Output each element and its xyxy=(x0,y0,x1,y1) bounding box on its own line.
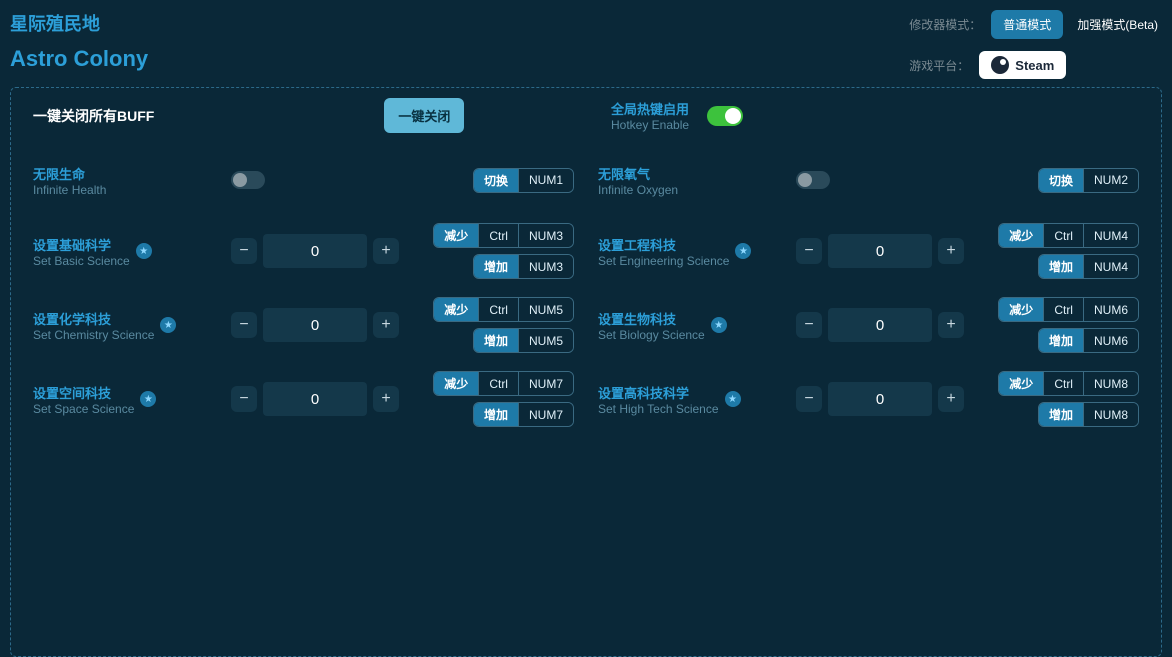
star-icon[interactable]: ★ xyxy=(140,391,156,407)
hotkey-inc: 增加NUM4 xyxy=(1038,254,1139,279)
increment-button[interactable]: + xyxy=(938,238,964,264)
decrement-button[interactable]: − xyxy=(796,386,822,412)
option-row: 无限氧气Infinite Oxygen 切换NUM2 xyxy=(598,155,1139,205)
option-row: 设置空间科技Set Space Science ★ − + 减少CtrlNUM7 增加NU… xyxy=(33,371,574,427)
increment-button[interactable]: + xyxy=(938,312,964,338)
option-label-en: Set Biology Science xyxy=(598,328,705,342)
mode-enhanced-button[interactable]: 加强模式(Beta) xyxy=(1073,10,1162,39)
option-label-zh: 设置高科技科学 xyxy=(598,383,719,402)
hotkey-inc: 增加NUM7 xyxy=(473,402,574,427)
hotkey-dec: 减少CtrlNUM3 xyxy=(433,223,574,248)
option-row: 无限生命Infinite Health 切换NUM1 xyxy=(33,155,574,205)
hotkey-inc: 增加NUM6 xyxy=(1038,328,1139,353)
title-en: Astro Colony xyxy=(10,46,148,72)
option-label-en: Infinite Health xyxy=(33,183,106,197)
star-icon[interactable]: ★ xyxy=(725,391,741,407)
steam-text: Steam xyxy=(1015,58,1054,73)
hotkey-dec: 减少CtrlNUM4 xyxy=(998,223,1139,248)
decrement-button[interactable]: − xyxy=(796,312,822,338)
option-row: 设置生物科技Set Biology Science ★ − + 减少CtrlNUM6 增加… xyxy=(598,297,1139,353)
options-panel: 一键关闭所有BUFF 一键关闭 全局热键启用 Hotkey Enable 无限生… xyxy=(10,87,1162,657)
value-input[interactable] xyxy=(828,234,932,268)
value-input[interactable] xyxy=(263,308,367,342)
option-label-en: Set Basic Science xyxy=(33,254,130,268)
buff-off-button[interactable]: 一键关闭 xyxy=(384,98,464,133)
decrement-button[interactable]: − xyxy=(231,238,257,264)
star-icon[interactable]: ★ xyxy=(735,243,751,259)
option-toggle[interactable] xyxy=(796,171,830,189)
option-label-en: Set Chemistry Science xyxy=(33,328,154,342)
hotkey-dec: 减少CtrlNUM5 xyxy=(433,297,574,322)
option-row: 设置高科技科学Set High Tech Science ★ − + 减少CtrlNUM… xyxy=(598,371,1139,427)
option-row: 设置工程科技Set Engineering Science ★ − + 减少CtrlNU… xyxy=(598,223,1139,279)
option-label-zh: 无限氧气 xyxy=(598,164,678,183)
star-icon[interactable]: ★ xyxy=(136,243,152,259)
increment-button[interactable]: + xyxy=(373,238,399,264)
hotkey-inc: 增加NUM5 xyxy=(473,328,574,353)
title-zh: 星际殖民地 xyxy=(10,10,148,36)
hotkey-dec: 减少CtrlNUM8 xyxy=(998,371,1139,396)
value-input[interactable] xyxy=(263,382,367,416)
steam-icon xyxy=(991,56,1009,74)
hotkey-inc: 增加NUM8 xyxy=(1038,402,1139,427)
option-row: 设置基础科学Set Basic Science ★ − + 减少CtrlNUM3 增加NU… xyxy=(33,223,574,279)
value-input[interactable] xyxy=(263,234,367,268)
increment-button[interactable]: + xyxy=(373,312,399,338)
star-icon[interactable]: ★ xyxy=(711,317,727,333)
option-label-zh: 设置空间科技 xyxy=(33,383,134,402)
platform-label: 游戏平台： xyxy=(909,57,969,74)
hotkey-label-en: Hotkey Enable xyxy=(611,118,689,132)
steam-button[interactable]: Steam xyxy=(979,51,1066,79)
option-label-zh: 设置化学科技 xyxy=(33,309,154,328)
option-row: 设置化学科技Set Chemistry Science ★ − + 减少CtrlNUM5… xyxy=(33,297,574,353)
option-label-zh: 设置工程科技 xyxy=(598,235,729,254)
option-toggle[interactable] xyxy=(231,171,265,189)
value-input[interactable] xyxy=(828,308,932,342)
option-label-zh: 无限生命 xyxy=(33,164,106,183)
hotkey-toggle[interactable] xyxy=(707,106,743,126)
hotkey-badge: 切换NUM1 xyxy=(473,168,574,193)
option-label-zh: 设置基础科学 xyxy=(33,235,130,254)
option-label-en: Set High Tech Science xyxy=(598,402,719,416)
star-icon[interactable]: ★ xyxy=(160,317,176,333)
buff-off-label: 一键关闭所有BUFF xyxy=(33,106,154,126)
option-label-zh: 设置生物科技 xyxy=(598,309,705,328)
value-input[interactable] xyxy=(828,382,932,416)
option-label-en: Infinite Oxygen xyxy=(598,183,678,197)
option-label-en: Set Space Science xyxy=(33,402,134,416)
hotkey-dec: 减少CtrlNUM7 xyxy=(433,371,574,396)
hotkey-badge: 切换NUM2 xyxy=(1038,168,1139,193)
decrement-button[interactable]: − xyxy=(796,238,822,264)
decrement-button[interactable]: − xyxy=(231,312,257,338)
mode-normal-button[interactable]: 普通模式 xyxy=(991,10,1063,39)
hotkey-inc: 增加NUM3 xyxy=(473,254,574,279)
hotkey-label-zh: 全局热键启用 xyxy=(611,99,689,118)
option-label-en: Set Engineering Science xyxy=(598,254,729,268)
mode-label: 修改器模式： xyxy=(909,16,981,33)
hotkey-dec: 减少CtrlNUM6 xyxy=(998,297,1139,322)
increment-button[interactable]: + xyxy=(373,386,399,412)
decrement-button[interactable]: − xyxy=(231,386,257,412)
increment-button[interactable]: + xyxy=(938,386,964,412)
